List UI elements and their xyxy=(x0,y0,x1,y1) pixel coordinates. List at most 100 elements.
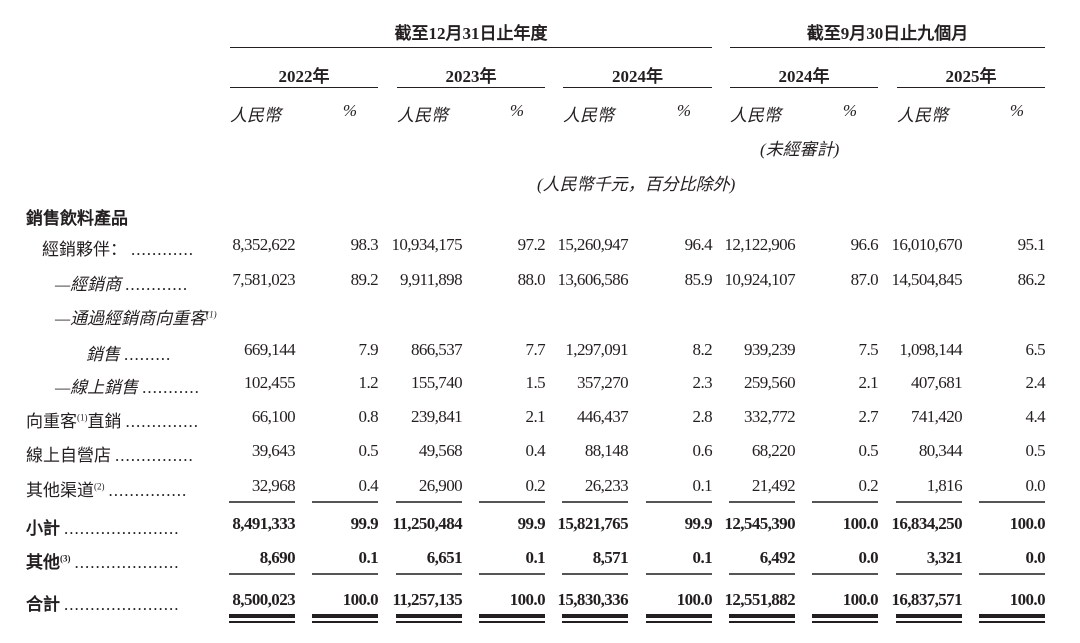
leader-dots: ...................... xyxy=(64,595,180,614)
row-label-text: 合計 xyxy=(26,595,60,614)
amount-cell: 102,455 xyxy=(243,373,296,392)
percent-cell: 89.2 xyxy=(350,270,379,289)
column-double-rule xyxy=(729,614,795,618)
column-double-rule xyxy=(562,614,628,618)
amount-cell: 3,321 xyxy=(926,548,963,567)
column-double-rule xyxy=(896,614,962,618)
year-header-rule xyxy=(230,87,378,88)
row-label-text: 線上自營店 xyxy=(26,446,111,465)
percent-cell: 0.5 xyxy=(358,441,379,460)
column-rule xyxy=(896,573,962,575)
amount-cell: 1,297,091 xyxy=(565,340,628,359)
column-double-rule xyxy=(312,621,378,623)
percent-cell: 100.0 xyxy=(509,590,546,609)
amount-cell: 88,148 xyxy=(584,441,629,460)
percent-cell: 0.8 xyxy=(358,407,379,426)
year-header-rule xyxy=(730,87,878,88)
percent-cell: 2.8 xyxy=(692,407,713,426)
column-rule xyxy=(229,501,295,503)
column-rule xyxy=(812,501,878,503)
leader-dots: .................... xyxy=(74,553,180,572)
header-fiscal-year-group: 截至12月31日止年度 xyxy=(394,24,548,43)
percent-cell: 100.0 xyxy=(1009,514,1046,533)
amount-cell: 16,010,670 xyxy=(891,235,962,254)
column-rule xyxy=(396,501,462,503)
amount-cell: 11,257,135 xyxy=(392,590,462,609)
row-label: 線上自營店............... xyxy=(26,441,194,466)
amount-cell: 8,491,333 xyxy=(232,514,295,533)
row-label-text: 向重客 xyxy=(26,412,77,431)
percent-cell: 96.6 xyxy=(850,235,879,254)
percent-cell: 99.9 xyxy=(684,514,713,533)
leader-dots: ............... xyxy=(115,446,194,465)
amount-cell: 8,352,622 xyxy=(232,235,295,254)
column-rule xyxy=(812,573,878,575)
column-rule xyxy=(479,501,545,503)
column-rule xyxy=(312,573,378,575)
column-rule xyxy=(729,573,795,575)
column-rule xyxy=(312,501,378,503)
header-rule xyxy=(230,47,712,48)
row-label-text: 銷售 xyxy=(86,345,120,364)
footnote-marker: (2) xyxy=(94,481,105,492)
leader-dots: ............... xyxy=(108,481,188,500)
column-rule xyxy=(729,501,795,503)
row-label: —通過經銷商向重客(1) xyxy=(55,304,217,329)
column-double-rule xyxy=(979,614,1045,618)
column-rule xyxy=(646,501,712,503)
amount-cell: 16,837,571 xyxy=(891,590,962,609)
percent-cell: 2.7 xyxy=(858,407,879,426)
amount-cell: 9,911,898 xyxy=(400,270,463,289)
percent-cell: 100.0 xyxy=(342,590,379,609)
percent-cell: 2.3 xyxy=(692,373,713,392)
percent-cell: 7.9 xyxy=(358,340,379,359)
percent-cell: 0.1 xyxy=(692,476,713,495)
column-rule xyxy=(979,501,1045,503)
amount-cell: 11,250,484 xyxy=(392,514,462,533)
amount-cell: 10,924,107 xyxy=(724,270,795,289)
row-label: —經銷商............ xyxy=(55,270,188,295)
percent-cell: 0.0 xyxy=(858,548,879,567)
row-label: 銷售......... xyxy=(86,340,171,365)
year-header: 2022年 xyxy=(278,67,330,86)
percent-cell: 95.1 xyxy=(1017,235,1046,254)
row-label-text: —經銷商 xyxy=(55,275,122,294)
amount-cell: 49,568 xyxy=(418,441,463,460)
percent-header: % xyxy=(842,101,858,120)
row-label-text: 其他渠道 xyxy=(26,481,94,500)
currency-header: 人民幣 xyxy=(563,106,614,125)
column-double-rule xyxy=(312,614,378,618)
row-label: —線上銷售........... xyxy=(55,373,200,398)
percent-cell: 1.2 xyxy=(358,373,379,392)
column-rule xyxy=(562,573,628,575)
amount-cell: 8,690 xyxy=(259,548,296,567)
amount-cell: 14,504,845 xyxy=(891,270,962,289)
percent-cell: 0.0 xyxy=(1025,548,1046,567)
percent-cell: 2.1 xyxy=(525,407,546,426)
percent-cell: 0.1 xyxy=(525,548,546,567)
currency-header: 人民幣 xyxy=(230,106,281,125)
percent-cell: 0.2 xyxy=(525,476,546,495)
column-rule xyxy=(896,501,962,503)
amount-cell: 15,260,947 xyxy=(557,235,628,254)
column-rule xyxy=(229,573,295,575)
amount-cell: 12,122,906 xyxy=(724,235,795,254)
column-double-rule xyxy=(229,621,295,623)
percent-cell: 100.0 xyxy=(842,590,879,609)
leader-dots: ............ xyxy=(125,275,189,294)
row-label: 合計...................... xyxy=(26,590,180,615)
percent-cell: 0.4 xyxy=(525,441,546,460)
amount-cell: 8,500,023 xyxy=(232,590,295,609)
amount-cell: 39,643 xyxy=(251,441,296,460)
amount-cell: 16,834,250 xyxy=(891,514,962,533)
footnote-marker: (3) xyxy=(60,553,71,564)
currency-header: 人民幣 xyxy=(397,106,448,125)
percent-cell: 0.4 xyxy=(358,476,379,495)
percent-cell: 87.0 xyxy=(850,270,879,289)
percent-cell: 100.0 xyxy=(1009,590,1046,609)
amount-cell: 259,560 xyxy=(743,373,796,392)
percent-cell: 4.4 xyxy=(1025,407,1046,426)
unaudited-note: (未經審計) xyxy=(760,140,840,159)
percent-cell: 97.2 xyxy=(517,235,546,254)
percent-cell: 85.9 xyxy=(684,270,713,289)
